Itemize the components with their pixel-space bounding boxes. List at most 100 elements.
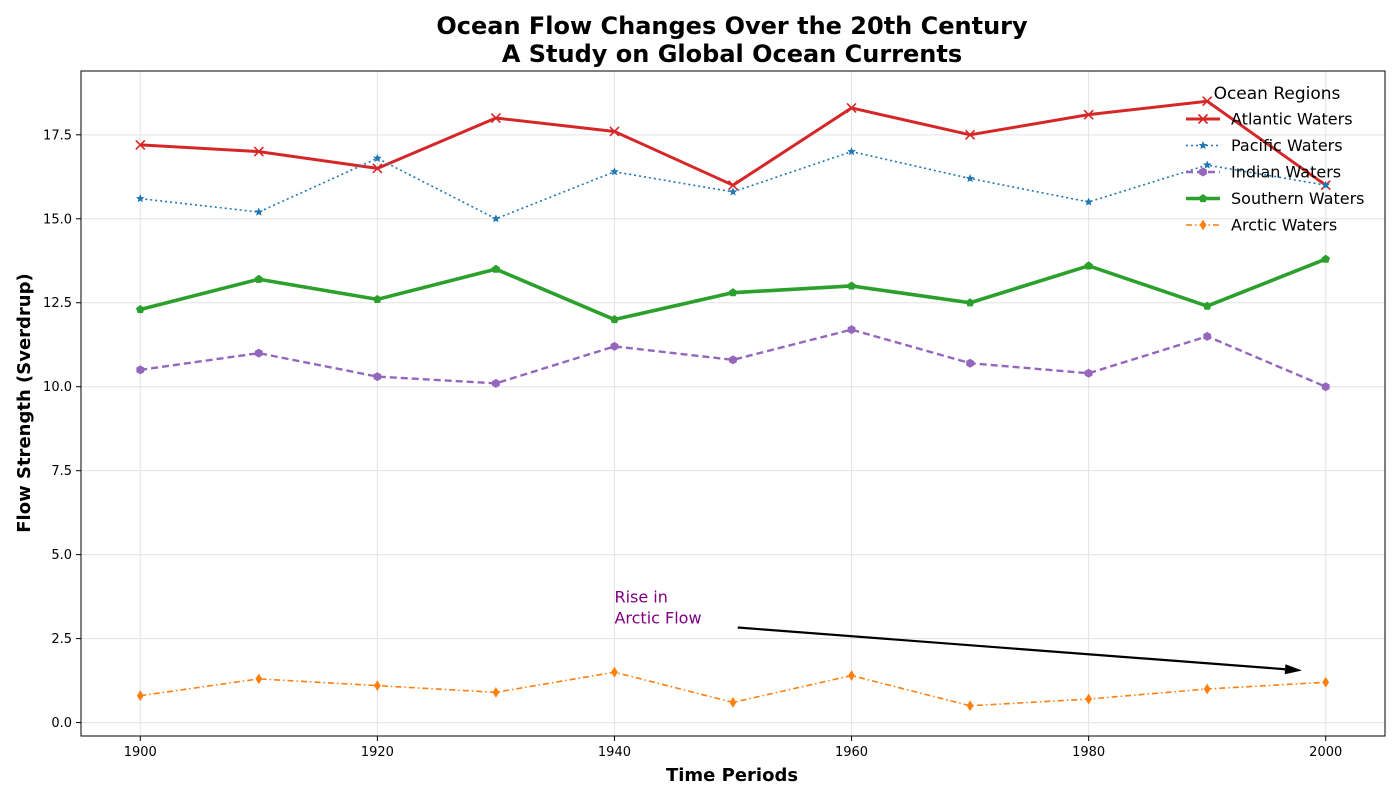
data-point [373, 294, 382, 304]
data-point [965, 298, 975, 307]
data-point [491, 264, 501, 273]
y-tick-label: 10.0 [43, 380, 72, 395]
series-indian-waters [136, 325, 1330, 392]
data-point [728, 187, 738, 196]
data-point [966, 700, 974, 712]
data-point [847, 281, 856, 290]
series-line [140, 99, 1327, 187]
data-point [373, 153, 382, 162]
data-point [727, 180, 739, 191]
data-point [1084, 197, 1093, 206]
data-point [610, 341, 619, 351]
y-tick-label: 12.5 [43, 296, 72, 311]
legend-item: Indian Waters [1186, 163, 1341, 182]
data-point [254, 348, 263, 358]
y-axis-label: Flow Strength (Sverdrup) [14, 273, 35, 532]
plot-frame [80, 70, 1386, 737]
data-point [254, 274, 264, 283]
legend-marker [1199, 219, 1207, 231]
y-tick-label: 0.0 [51, 716, 72, 731]
chart-title-line-1: Ocean Flow Changes Over the 20th Century [436, 12, 1028, 40]
y-tick-label: 15.0 [43, 212, 72, 227]
data-point [373, 372, 382, 382]
x-axis-label: Time Periods [666, 765, 798, 786]
series-arctic-waters [136, 666, 1330, 712]
legend-marker [1198, 141, 1208, 150]
data-point [1085, 693, 1093, 705]
data-point [847, 147, 856, 156]
x-tick-label: 1980 [1072, 745, 1105, 760]
data-point [1202, 301, 1212, 310]
legend-label: Southern Waters [1231, 189, 1365, 208]
data-point [609, 126, 620, 137]
data-point [846, 102, 857, 114]
y-tick-label: 17.5 [43, 128, 72, 143]
data-point [1203, 683, 1211, 695]
annotation-text-line-1: Rise in [614, 587, 667, 606]
data-point [729, 697, 737, 708]
annotation-arrow-head [1284, 664, 1303, 675]
data-point [847, 325, 856, 335]
x-axis-ticks: 1900 1920 1940 1960 1980 2000 [124, 736, 1342, 760]
data-point [1321, 382, 1330, 392]
x-tick-label: 1960 [835, 745, 868, 760]
data-point [1203, 331, 1212, 341]
data-point [1084, 261, 1093, 270]
data-point [373, 680, 381, 692]
data-point [135, 194, 145, 203]
data-point [492, 378, 500, 388]
data-point [610, 167, 619, 176]
series-line [140, 328, 1327, 388]
series-atlantic-waters [135, 96, 1331, 191]
data-point [848, 670, 855, 681]
data-point [610, 315, 619, 324]
data-point [1321, 254, 1331, 263]
data-point [254, 207, 264, 216]
series-lines [135, 96, 1331, 712]
data-point [135, 304, 145, 314]
arctic-annotation: Rise in Arctic Flow [614, 587, 1303, 675]
y-axis-ticks: 0.0 2.5 5.0 7.5 10.0 12.5 15.0 17.5 [43, 128, 81, 731]
data-point [965, 129, 976, 140]
data-point [965, 173, 975, 183]
data-point [492, 686, 500, 698]
data-point [136, 690, 144, 702]
legend-label: Arctic Waters [1231, 216, 1337, 235]
y-tick-label: 5.0 [51, 548, 72, 563]
data-point [611, 666, 618, 678]
legend-item: Atlantic Waters [1186, 110, 1353, 129]
data-point [1202, 96, 1213, 107]
data-point [136, 365, 145, 375]
data-point [966, 358, 974, 368]
data-point [1083, 109, 1094, 120]
data-point [1322, 676, 1330, 688]
x-tick-label: 1920 [361, 745, 394, 760]
data-point [372, 163, 383, 174]
data-point [253, 146, 264, 157]
legend-title: Ocean Regions [1214, 84, 1341, 104]
data-point [1084, 368, 1093, 378]
legend-item: Arctic Waters [1186, 216, 1337, 235]
legend-label: Pacific Waters [1231, 136, 1343, 155]
annotation-text-line-2: Arctic Flow [614, 608, 701, 627]
data-point [490, 112, 501, 124]
annotation-arrow-shaft [737, 626, 1286, 671]
x-tick-label: 1940 [598, 745, 631, 760]
legend-item: Southern Waters [1186, 189, 1365, 208]
series-pacific-waters [135, 147, 1331, 223]
chart-title-line-2: A Study on Global Ocean Currents [502, 40, 962, 68]
legend-marker [1198, 194, 1208, 203]
y-tick-label: 2.5 [51, 632, 72, 647]
legend: Ocean Regions Atlantic Waters Pacific Wat… [1186, 84, 1365, 235]
legend-marker [1197, 113, 1209, 125]
x-tick-label: 2000 [1309, 745, 1342, 760]
y-tick-label: 7.5 [51, 464, 72, 479]
data-point [135, 139, 146, 150]
legend-label: Indian Waters [1231, 163, 1341, 182]
legend-item: Pacific Waters [1186, 136, 1343, 155]
data-point [1202, 160, 1212, 169]
grid-lines [81, 71, 1385, 736]
data-point [729, 355, 737, 365]
legend-label: Atlantic Waters [1231, 110, 1353, 129]
